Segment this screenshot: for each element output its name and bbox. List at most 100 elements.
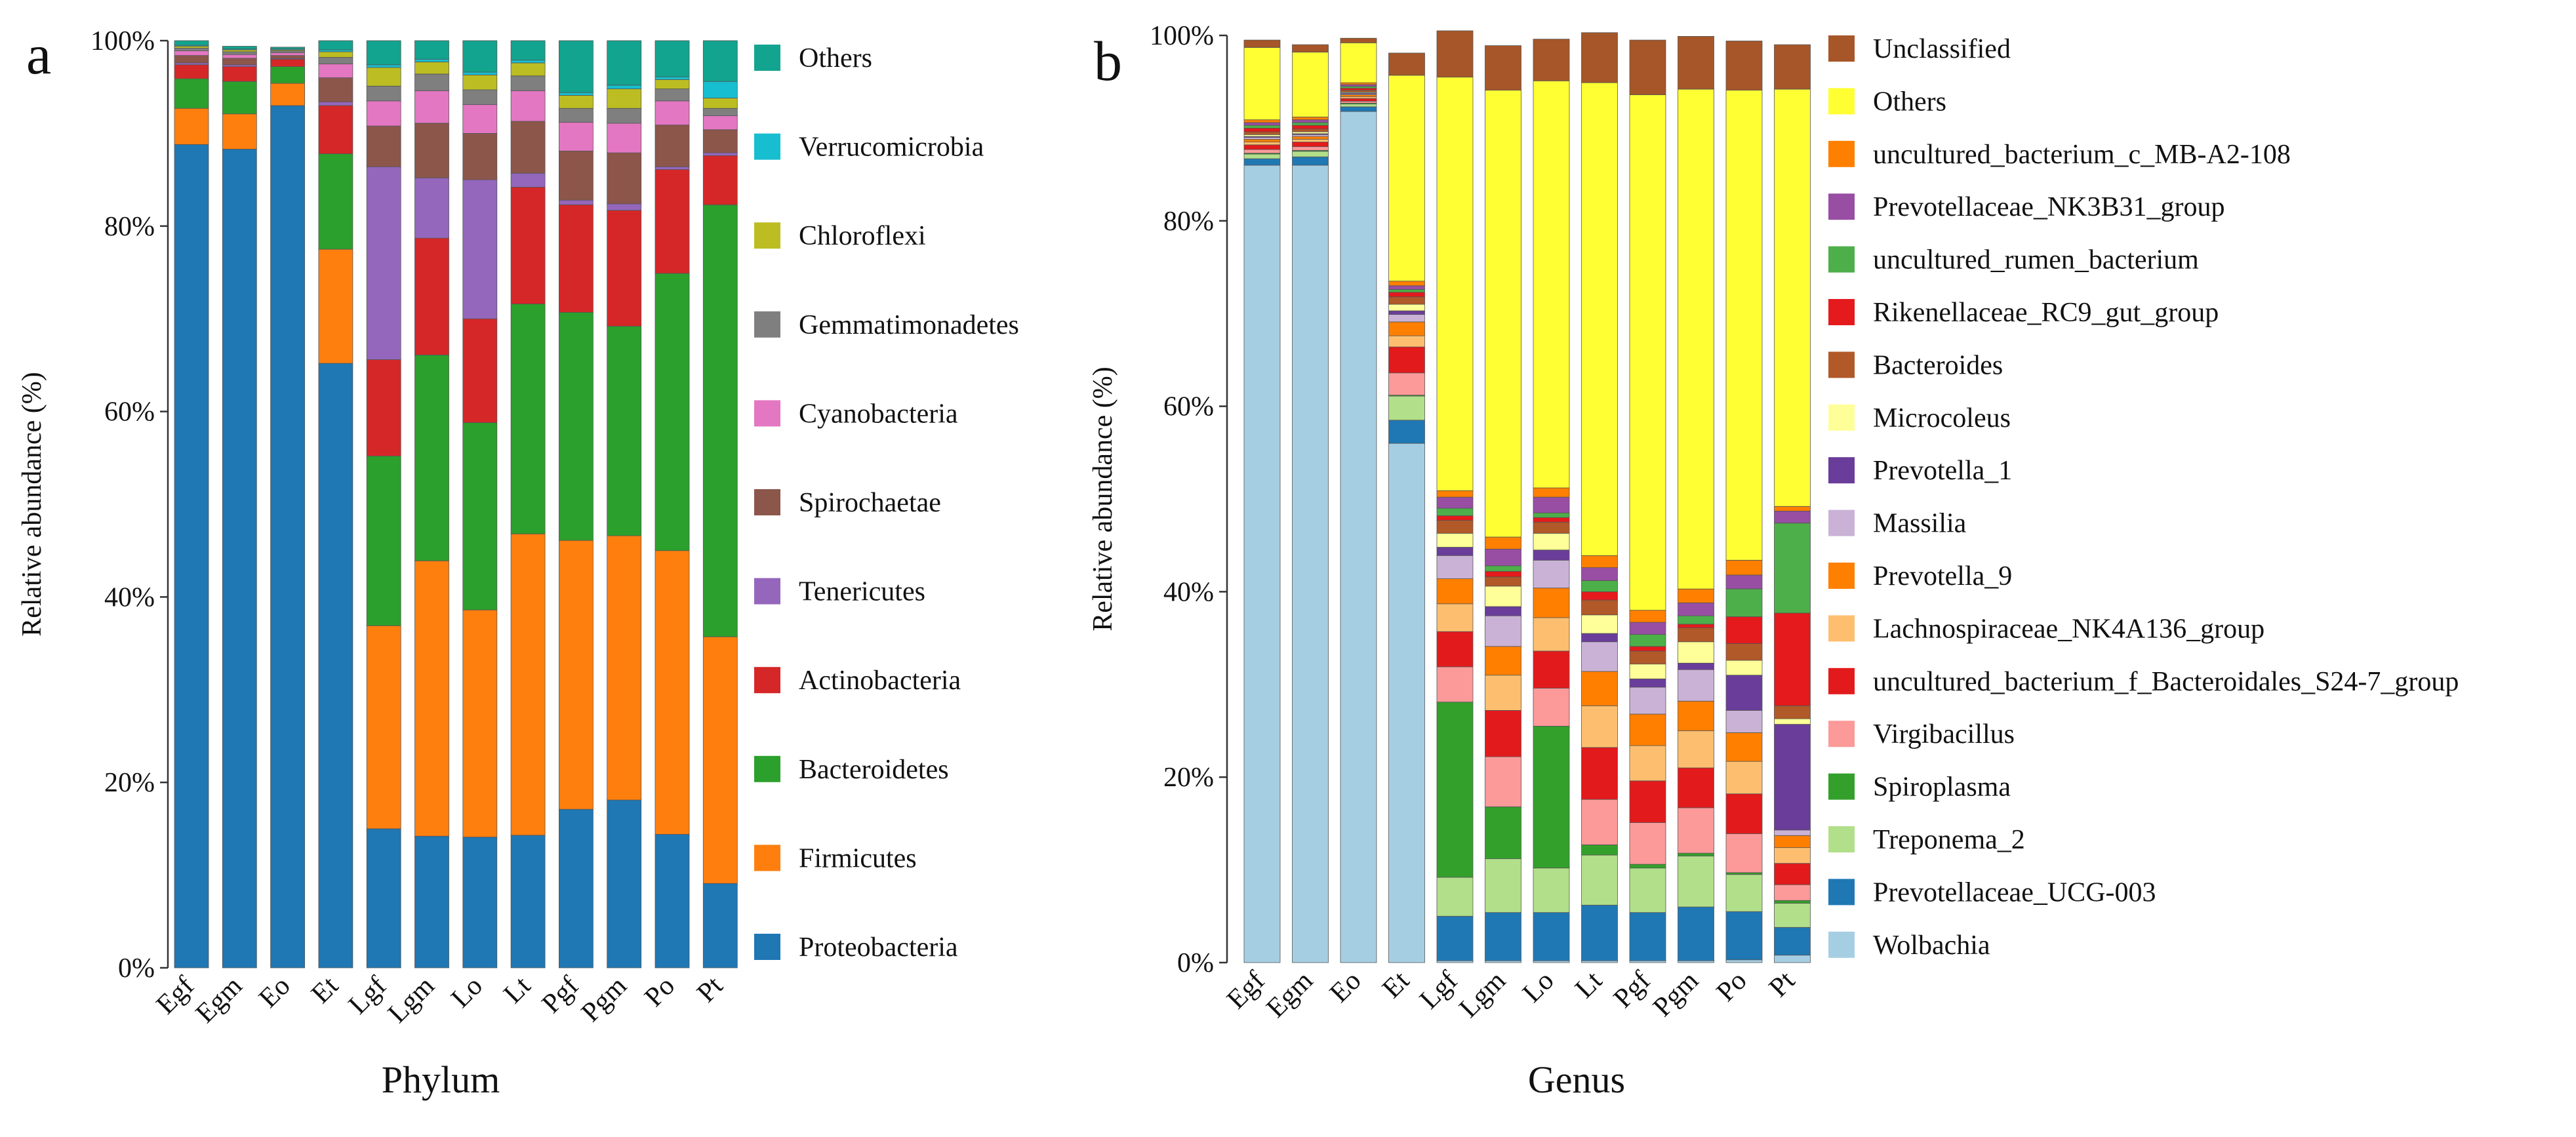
bar-group-lgf (366, 40, 401, 968)
bar-segment-lgf-2 (366, 456, 401, 626)
bar-segment-lo-0 (1533, 960, 1570, 963)
legend-label: uncultured_bacterium_f_Bacteroidales_S24… (1873, 667, 2459, 697)
bar-segment-et-5 (1388, 346, 1425, 374)
bar-segment-egf-15 (1243, 119, 1281, 123)
legend-swatch (754, 667, 780, 694)
bar-segment-lgm-6 (1485, 675, 1521, 711)
bar-segment-lo-5 (462, 132, 498, 180)
bar-segment-pt-11 (1774, 705, 1811, 719)
bar-segment-egf-8 (1243, 137, 1281, 140)
x-tick-label: Egm (1260, 965, 1319, 1024)
bar-segment-lt-16 (1581, 82, 1618, 556)
bar-segment-lgm-8 (1485, 615, 1521, 647)
bar-segment-lgm-7 (414, 73, 449, 91)
y-tick-label: 60% (1163, 392, 1214, 422)
legend-swatch (1828, 193, 1855, 220)
bar-segment-lgf-6 (366, 100, 401, 127)
legend-item: Bacteroidetes (754, 755, 949, 785)
bar-segment-pgm-15 (1678, 588, 1714, 603)
x-tick-label: Et (306, 970, 344, 1009)
bar-segment-eo-3 (270, 58, 306, 67)
legend-label: Others (799, 43, 872, 73)
bar-segment-et-0 (318, 363, 353, 968)
bar-segment-lgf-4 (1436, 666, 1474, 703)
x-tick-label: Lgm (382, 970, 441, 1029)
x-tick-label: Eo (253, 971, 296, 1014)
bar-segment-lgf-9 (1436, 547, 1474, 556)
bar-segment-pgf-3 (559, 204, 594, 313)
bar-segment-eo-17 (1340, 37, 1377, 43)
bar-segment-pgf-9 (559, 92, 594, 96)
bar-segment-egf-11 (1243, 131, 1281, 135)
bar-segment-lgm-15 (1485, 536, 1521, 549)
legend-swatch (1828, 931, 1855, 958)
bar-segment-eo-2 (270, 66, 306, 84)
bar-segment-eo-4 (1340, 100, 1377, 104)
bar-segment-lt-15 (1581, 555, 1618, 568)
bar-segment-pgf-2 (559, 311, 594, 541)
bar-segment-lt-1 (510, 533, 546, 836)
bar-segment-lgf-1 (1436, 915, 1474, 961)
legend-label: Chloroflexi (799, 221, 926, 251)
bar-group-pgm (607, 40, 642, 968)
legend-item: Gemmatimonadetes (754, 310, 1019, 340)
bar-segment-egm-10 (1292, 131, 1329, 134)
bar-segment-egf-1 (1243, 158, 1281, 166)
bar-segment-pgf-11 (1629, 650, 1666, 665)
y-tick-label: 60% (104, 397, 155, 428)
bar-segment-et-6 (1388, 335, 1425, 348)
bar-segment-lo-9 (462, 71, 498, 75)
bar-segment-egm-2 (1292, 151, 1329, 157)
bar-segment-et-2 (1388, 395, 1425, 421)
bar-group-lgm (414, 40, 449, 968)
bar-segment-lgm-4 (414, 177, 449, 239)
bar-segment-po-7 (654, 89, 690, 102)
legend-swatch (1828, 140, 1855, 167)
bar-segment-po-6 (1725, 761, 1763, 795)
bar-segment-eo-15 (1340, 82, 1377, 85)
bar-segment-lgf-9 (366, 64, 401, 68)
y-tick-label: 20% (104, 768, 155, 798)
bar-segment-pt-9 (702, 81, 738, 99)
bar-segment-eo-13 (1340, 86, 1377, 89)
bar-segment-pt-5 (702, 129, 738, 153)
bar-segment-lo-8 (1533, 559, 1570, 589)
bar-segment-lgm-2 (1485, 858, 1521, 913)
bar-segment-lt-13 (1581, 580, 1618, 592)
bar-segment-pgm-13 (1678, 615, 1714, 625)
x-tick-label: Pgm (576, 970, 633, 1027)
bar-segment-pgf-13 (1629, 634, 1666, 647)
bar-segment-eo-1 (1340, 106, 1377, 112)
y-tick-label: 80% (1163, 207, 1214, 237)
panel-label-a: a (26, 23, 51, 86)
legend-label: Rikenellaceae_RC9_gut_group (1873, 298, 2219, 328)
legend-label: Treponema_2 (1873, 825, 2025, 855)
legend-label: Lachnospiraceae_NK4A136_group (1873, 614, 2264, 644)
bar-segment-lo-2 (1533, 868, 1570, 913)
bar-segment-lo-10 (1533, 532, 1570, 551)
legend-label: Verrucomicrobia (799, 132, 984, 163)
legend-item: uncultured_bacterium_f_Bacteroidales_S24… (1828, 667, 2459, 697)
bar-segment-lgf-3 (366, 359, 401, 456)
bar-segment-pgf-8 (1629, 687, 1666, 715)
bar-segment-et-12 (1388, 292, 1425, 298)
bar-segment-pgf-6 (1629, 745, 1666, 782)
bar-segment-pgf-6 (559, 122, 594, 151)
bar-segment-pt-0 (1774, 955, 1811, 963)
bar-segment-eo-11 (1340, 90, 1377, 92)
bar-segment-lgf-2 (1436, 877, 1474, 917)
bar-segment-egm-7 (222, 51, 257, 55)
bar-segment-lt-5 (510, 121, 546, 174)
bar-segment-egm-5 (222, 58, 257, 66)
legend-item: Chloroflexi (754, 221, 926, 251)
bar-segment-egf-17 (1243, 39, 1281, 48)
bar-group-pgm (1678, 36, 1714, 963)
legend-swatch (754, 578, 780, 605)
legend-label: Unclassified (1873, 34, 2011, 64)
bar-group-lgm (1485, 45, 1521, 963)
bar-segment-lgf-16 (1436, 77, 1474, 491)
bar-segment-pgf-0 (1629, 960, 1666, 963)
bar-segment-lgm-10 (1485, 586, 1521, 607)
bar-segment-pgf-17 (1629, 39, 1666, 95)
